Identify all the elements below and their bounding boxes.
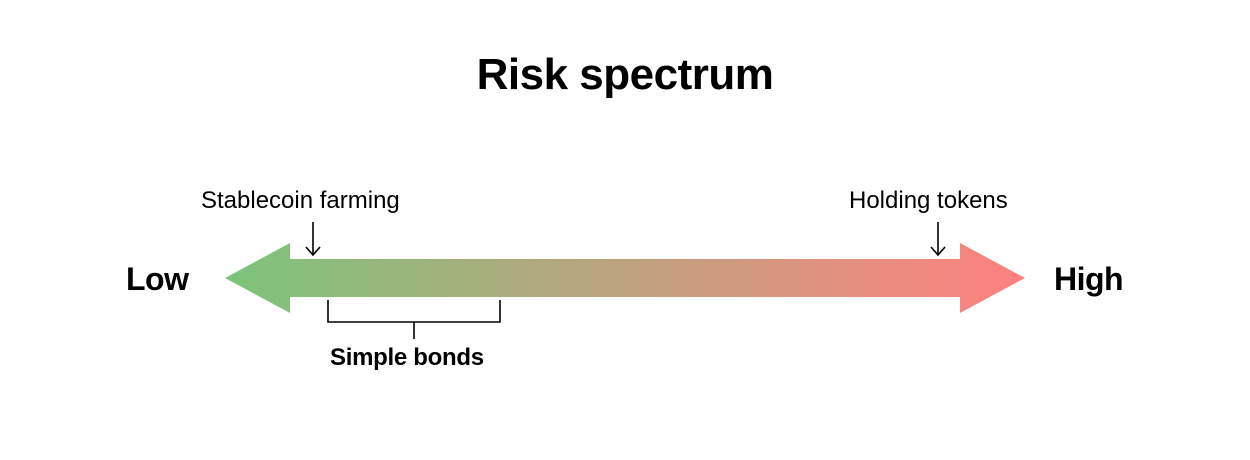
simple-bonds-label: Simple bonds	[330, 344, 484, 371]
low-risk-label: Low	[126, 261, 189, 297]
stablecoin-farming-label: Stablecoin farming	[201, 187, 400, 214]
simple-bonds-bracket	[327, 300, 501, 339]
holding-marker-arrow	[930, 222, 946, 257]
high-risk-label: High	[1054, 261, 1124, 297]
risk-spectrum-arrow	[225, 243, 1025, 313]
stablecoin-marker-arrow	[305, 222, 321, 257]
diagram-title: Risk spectrum	[476, 50, 774, 99]
holding-tokens-label: Holding tokens	[849, 187, 1008, 214]
